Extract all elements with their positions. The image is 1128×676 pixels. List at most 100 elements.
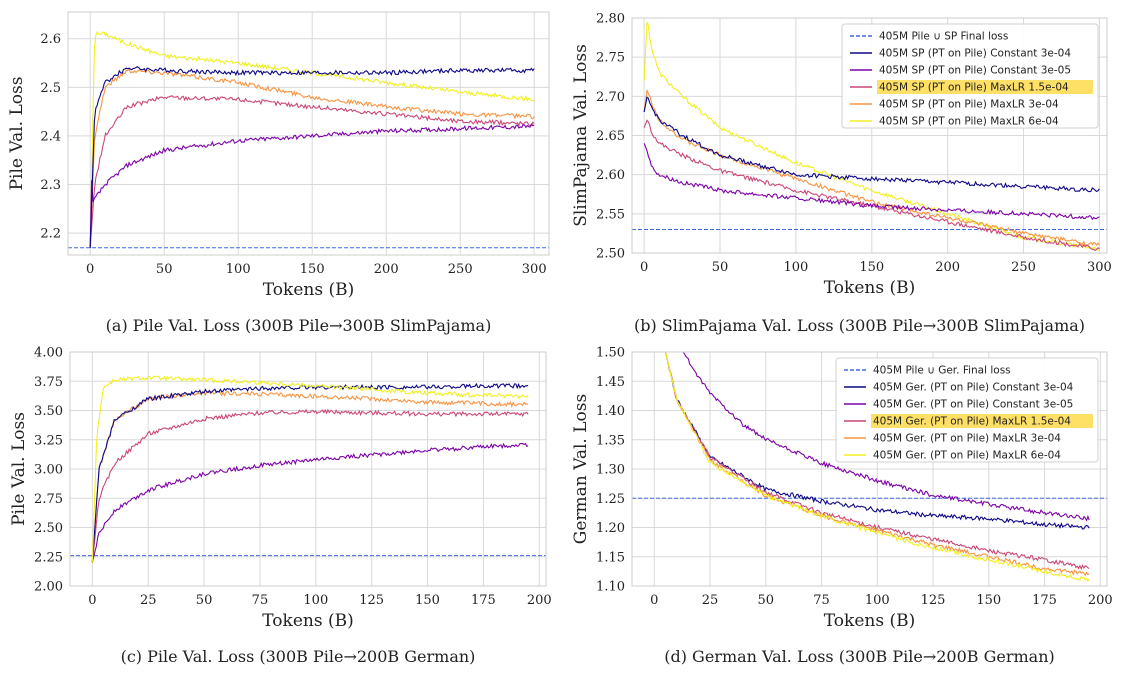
y-tick-label: 2.00 [34, 580, 63, 595]
panel-caption: (a) Pile Val. Loss (300B Pile→300B SlimP… [106, 316, 492, 335]
plot-frame [631, 351, 1108, 587]
legend-highlight [871, 414, 1093, 428]
series-line [643, 143, 1100, 221]
legend: 405M Pile ∪ SP Final loss 405M SP (PT on … [841, 23, 1099, 129]
legend-label: 405M Ger. (PT on Pile) Constant 3e-05 [873, 399, 1073, 411]
x-tick-label: 100 [226, 262, 251, 277]
x-tick-label: 25 [702, 593, 719, 608]
x-tick-label: 0 [86, 262, 94, 277]
legend-box [841, 23, 1099, 129]
y-tick-label: 3.75 [34, 375, 63, 390]
panel-d: 0 25 50 75 100 125 150 175 200 1.10 1.15 1.20 1.25 1.… [571, 346, 1113, 667]
y-tick-label: 2.80 [596, 12, 625, 27]
x-tick-label: 50 [196, 593, 213, 608]
series-line [643, 119, 1100, 252]
series-line [682, 352, 1090, 522]
x-tick-label: 250 [448, 262, 473, 277]
legend-label: 405M Pile ∪ Ger. Final loss [873, 365, 1011, 377]
y-tick-label: 4.00 [34, 346, 63, 361]
legend-highlight [877, 80, 1093, 94]
series-line [89, 30, 535, 248]
y-tick-label: 1.45 [596, 375, 625, 390]
panel-c: 0 25 50 75 100 125 150 175 200 2.00 2.25 2.50 2.75 3.… [9, 346, 552, 667]
x-tick-label: 100 [303, 593, 328, 608]
x-tick-label: 0 [88, 593, 96, 608]
x-tick-label: 175 [1032, 593, 1057, 608]
y-tick-label: 2.75 [34, 492, 63, 507]
series-line [664, 352, 1090, 582]
x-tick-label: 200 [935, 260, 960, 275]
series-group [89, 30, 535, 248]
series-line [643, 96, 1100, 193]
legend-label: 405M SP (PT on Pile) Constant 3e-05 [879, 65, 1071, 77]
y-axis-label: Pile Val. Loss [7, 77, 27, 191]
y-tick-label: 2.50 [596, 247, 625, 262]
x-tick-label: 175 [471, 593, 496, 608]
panel-a: 0 50 100 150 200 250 300 2.2 2.3 2.4 2.5 2.6 Tokens … [7, 11, 550, 335]
plot-frame [631, 17, 1108, 254]
x-axis-label: Tokens (B) [262, 611, 353, 631]
series-line [91, 375, 529, 563]
legend: 405M Pile ∪ Ger. Final loss 405M Ger. (PT… [835, 357, 1099, 463]
x-tick-label: 125 [921, 593, 946, 608]
y-tick-label: 2.55 [596, 207, 625, 222]
plot-frame [67, 11, 550, 256]
x-tick-label: 100 [865, 593, 890, 608]
y-axis-label: SlimPajama Val. Loss [571, 44, 591, 227]
y-tick-label: 3.50 [34, 404, 63, 419]
x-tick-label: 150 [415, 593, 440, 608]
series-group [664, 352, 1090, 582]
legend-label: 405M Ger. (PT on Pile) MaxLR 3e-04 [873, 433, 1061, 445]
y-tick-label: 1.25 [596, 492, 625, 507]
x-tick-label: 300 [1087, 260, 1112, 275]
series-line [664, 352, 1090, 577]
x-tick-label: 50 [156, 262, 173, 277]
legend-label: 405M Ger. (PT on Pile) MaxLR 6e-04 [873, 450, 1061, 462]
panel-caption: (b) SlimPajama Val. Loss (300B Pile→300B… [634, 316, 1085, 335]
panel-b: 0 50 100 150 200 250 300 2.50 2.55 2.60 2.65 2.70 2.… [571, 12, 1112, 336]
y-tick-label: 1.40 [596, 404, 625, 419]
y-tick-label: 2.50 [34, 521, 63, 536]
legend-box [835, 357, 1099, 463]
series-group [91, 375, 529, 563]
y-tick-label: 2.75 [596, 51, 625, 66]
y-tick-label: 2.70 [596, 90, 625, 105]
plot-frame [69, 351, 547, 587]
y-tick-label: 1.50 [596, 346, 625, 361]
x-tick-label: 50 [758, 593, 775, 608]
legend-label: 405M Pile ∪ SP Final loss [879, 31, 1008, 43]
x-tick-label: 75 [813, 593, 830, 608]
y-tick-label: 2.5 [40, 81, 61, 96]
x-tick-label: 25 [140, 593, 157, 608]
x-tick-label: 150 [300, 262, 325, 277]
y-axis-label: Pile Val. Loss [9, 412, 29, 526]
x-tick-label: 150 [976, 593, 1001, 608]
x-tick-label: 75 [252, 593, 269, 608]
y-tick-label: 1.20 [596, 521, 625, 536]
series-line [643, 89, 1100, 247]
y-tick-label: 1.30 [596, 463, 625, 478]
series-line [91, 408, 529, 563]
y-tick-label: 2.3 [40, 178, 61, 193]
legend-label: 405M SP (PT on Pile) MaxLR 3e-04 [879, 99, 1059, 111]
y-tick-label: 3.25 [34, 433, 63, 448]
series-line [91, 390, 529, 563]
legend-label: 405M Ger. (PT on Pile) Constant 3e-04 [873, 382, 1074, 394]
x-tick-label: 0 [640, 260, 648, 275]
x-axis-label: Tokens (B) [263, 280, 354, 300]
y-tick-label: 2.2 [40, 227, 61, 242]
y-tick-label: 1.15 [596, 550, 625, 565]
x-tick-label: 125 [359, 593, 384, 608]
y-tick-label: 2.60 [596, 168, 625, 183]
x-tick-label: 150 [859, 260, 884, 275]
series-line [664, 352, 1090, 530]
legend-label: 405M SP (PT on Pile) MaxLR 6e-04 [879, 116, 1059, 128]
x-tick-label: 0 [650, 593, 658, 608]
x-axis-label: Tokens (B) [824, 278, 915, 298]
x-tick-label: 200 [1088, 593, 1113, 608]
x-tick-label: 250 [1011, 260, 1036, 275]
x-axis-label: Tokens (B) [824, 611, 915, 631]
panel-caption: (c) Pile Val. Loss (300B Pile→200B Germa… [121, 647, 476, 666]
y-tick-label: 2.6 [40, 32, 61, 47]
